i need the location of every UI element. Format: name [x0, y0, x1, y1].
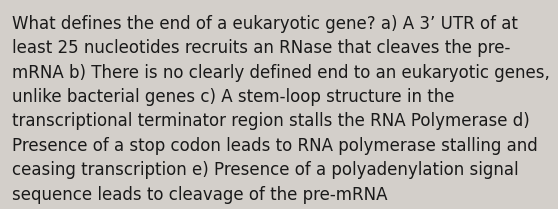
Text: mRNA b) There is no clearly defined end to an eukaryotic genes,: mRNA b) There is no clearly defined end …	[12, 64, 550, 82]
Text: ceasing transcription e) Presence of a polyadenylation signal: ceasing transcription e) Presence of a p…	[12, 161, 519, 179]
Text: transcriptional terminator region stalls the RNA Polymerase d): transcriptional terminator region stalls…	[12, 112, 530, 130]
Text: What defines the end of a eukaryotic gene? a) A 3’ UTR of at: What defines the end of a eukaryotic gen…	[12, 15, 518, 33]
Text: unlike bacterial genes c) A stem-loop structure in the: unlike bacterial genes c) A stem-loop st…	[12, 88, 455, 106]
Text: sequence leads to cleavage of the pre-mRNA: sequence leads to cleavage of the pre-mR…	[12, 186, 388, 204]
Text: Presence of a stop codon leads to RNA polymerase stalling and: Presence of a stop codon leads to RNA po…	[12, 137, 538, 155]
Text: least 25 nucleotides recruits an RNase that cleaves the pre-: least 25 nucleotides recruits an RNase t…	[12, 39, 511, 57]
